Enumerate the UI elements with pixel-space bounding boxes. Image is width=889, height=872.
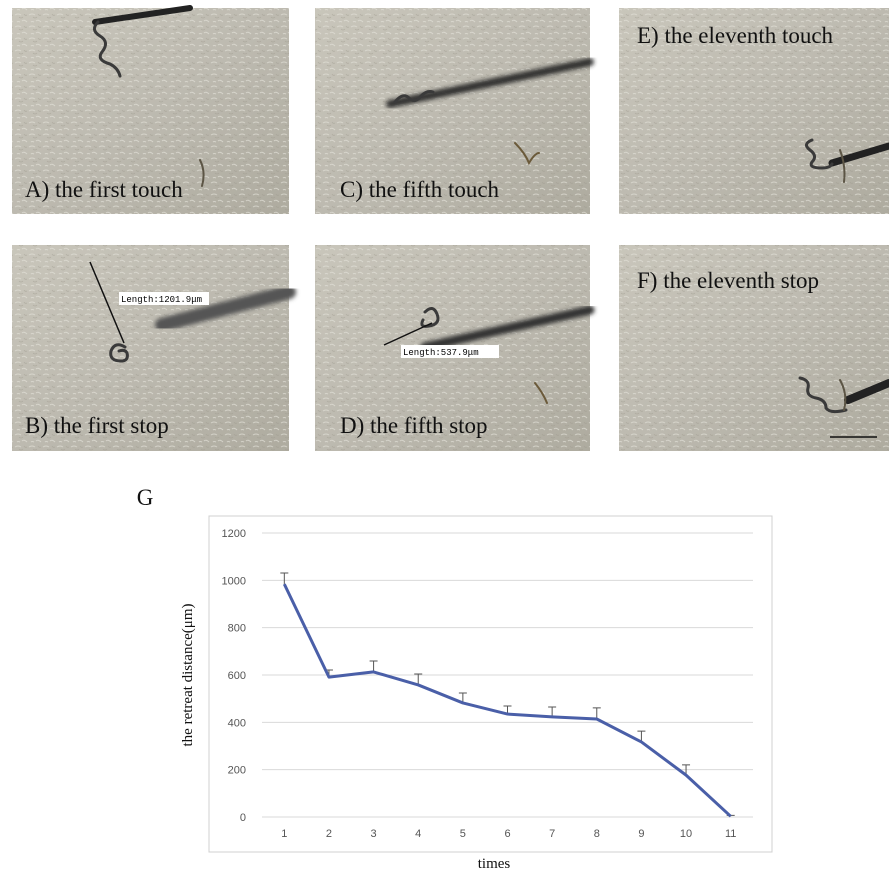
figure: Length:1201.9μm Length:537.9μm A) the fi… [0,0,889,872]
panel-label: E) the eleventh touch [637,23,834,48]
panel-label: F) the eleventh stop [637,268,819,293]
x-tick-label: 6 [504,828,510,840]
x-tick-label: 1 [281,828,287,840]
y-tick-label: 0 [240,812,246,824]
y-tick-label: 400 [228,717,246,729]
x-tick-label: 10 [680,828,692,840]
x-tick-label: 9 [638,828,644,840]
y-tick-label: 1000 [222,575,246,587]
texture [12,8,889,451]
x-tick-label: 3 [371,828,377,840]
measure-label: Length:537.9μm [403,348,479,358]
x-tick-label: 8 [594,828,600,840]
y-tick-label: 600 [228,670,246,682]
panel-label: D) the fifth stop [340,413,488,438]
x-tick-label: 7 [549,828,555,840]
x-tick-label: 4 [415,828,421,840]
y-tick-label: 1200 [222,528,246,540]
x-axis-label: times [478,856,511,872]
panel-label: B) the first stop [25,413,169,438]
panel-label: A) the first touch [25,177,183,202]
chart-frame [209,516,772,852]
x-tick-label: 11 [725,828,736,840]
measure-label: Length:1201.9μm [121,295,202,305]
y-tick-label: 800 [228,623,246,635]
x-tick-label: 5 [460,828,466,840]
x-tick-label: 2 [326,828,332,840]
y-axis-label: the retreat distance(μm) [180,604,196,747]
micrographs: Length:1201.9μm Length:537.9μm A) the fi… [12,8,889,451]
chart-title: G [137,485,154,510]
page: {"panels": [ {"label": "A) the first tou… [0,0,889,872]
y-tick-label: 200 [228,765,246,777]
panel-label: C) the fifth touch [340,177,500,202]
